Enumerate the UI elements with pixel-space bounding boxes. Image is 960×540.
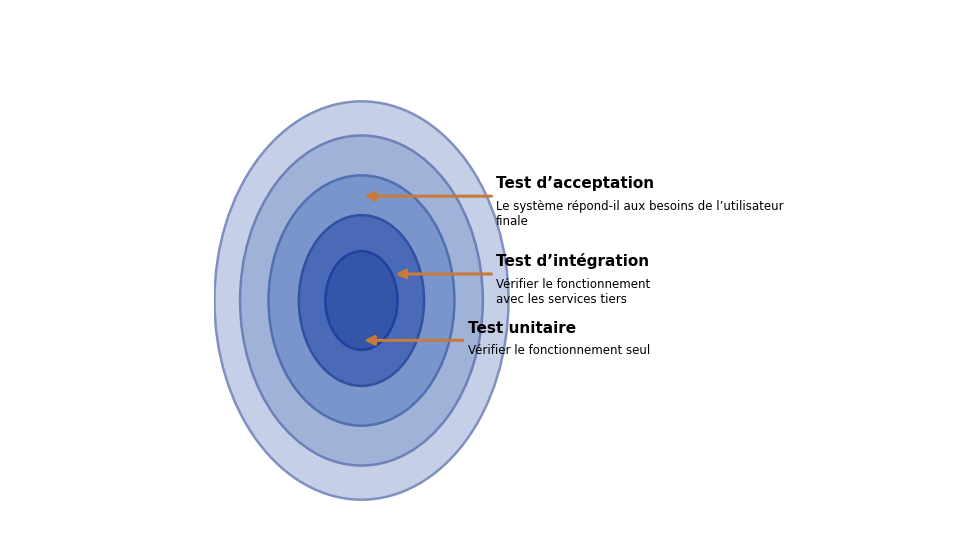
Text: Le système répond-il aux besoins de l’utilisateur
finale: Le système répond-il aux besoins de l’ut… (496, 200, 783, 228)
Ellipse shape (214, 102, 509, 500)
Text: Vérifier le fonctionnement seul: Vérifier le fonctionnement seul (468, 344, 650, 357)
Text: Différents types de tests: Différents types de tests (17, 23, 394, 53)
Text: Test d’intégration: Test d’intégration (496, 253, 649, 269)
Text: Vérifier le fonctionnement
avec les services tiers: Vérifier le fonctionnement avec les serv… (496, 278, 650, 306)
Ellipse shape (299, 215, 424, 386)
Ellipse shape (325, 251, 397, 350)
Text: Test d’acceptation: Test d’acceptation (496, 177, 655, 192)
Text: Test unitaire: Test unitaire (468, 321, 576, 335)
Ellipse shape (240, 136, 483, 465)
Ellipse shape (269, 176, 454, 426)
